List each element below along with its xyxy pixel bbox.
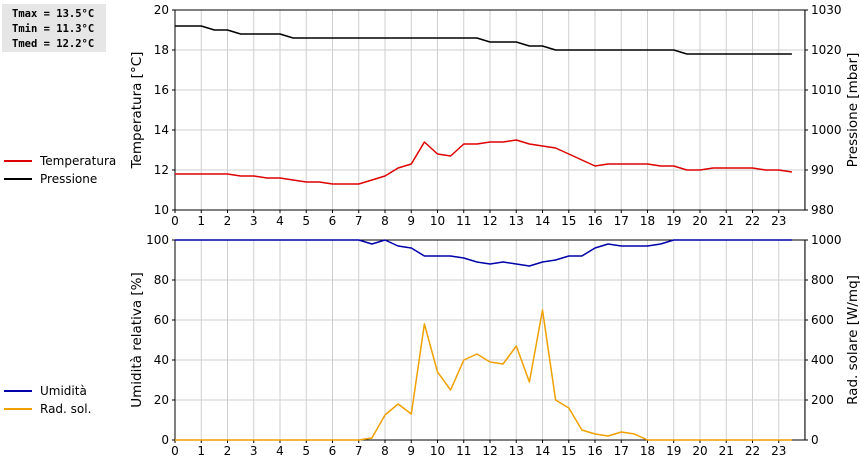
- stat-tmed: Tmed = 12.2°C: [12, 38, 95, 50]
- panel2-x-tick-label: 6: [329, 444, 337, 458]
- legend-swatch-pressione: [4, 178, 32, 180]
- panel2-x-tick-label: 18: [640, 444, 655, 458]
- panel2-x-tick-label: 12: [482, 444, 497, 458]
- panel2-x-tick-label: 2: [224, 444, 232, 458]
- panel1-x-tick-label: 23: [771, 214, 786, 228]
- panel1-y2-axis-title: Pressione [mbar]: [845, 53, 860, 168]
- panel2-x-tick-label: 11: [456, 444, 471, 458]
- panel2-x-tick-label: 23: [771, 444, 786, 458]
- panel1-x-tick-label: 5: [302, 214, 310, 228]
- panel1-x-tick-label: 10: [430, 214, 445, 228]
- legend-swatch-umidita: [4, 390, 32, 392]
- panel1-x-tick-label: 4: [276, 214, 284, 228]
- panel2-y-tick-label: 60: [154, 313, 169, 327]
- panel2-x-tick-label: 13: [509, 444, 524, 458]
- panel1-x-tick-label: 2: [224, 214, 232, 228]
- panel1-x-tick-label: 17: [614, 214, 629, 228]
- panel2-x-tick-label: 4: [276, 444, 284, 458]
- panel1-x-tick-label: 14: [535, 214, 550, 228]
- panel2-x-tick-label: 22: [745, 444, 760, 458]
- panel2-y-axis-title: Umidità relativa [%]: [129, 272, 145, 408]
- legend-label-pressione: Pressione: [40, 172, 98, 186]
- panel1-series-pressione: [175, 25, 792, 55]
- panel2-x-tick-label: 3: [250, 444, 258, 458]
- panel2-y-tick-label: 80: [154, 273, 169, 287]
- panel2-series-rad-sol: [175, 309, 792, 441]
- panel1-y-tick-label: 12: [154, 163, 169, 177]
- panel2-x-tick-label: 5: [302, 444, 310, 458]
- panel1-x-tick-label: 15: [561, 214, 576, 228]
- legend-label-umidita: Umidità: [40, 384, 87, 398]
- panel1-y2-tick-label: 1020: [811, 43, 842, 57]
- panel1-y-axis-title: Temperatura [°C]: [129, 52, 145, 170]
- panel2-x-tick-label: 16: [587, 444, 602, 458]
- panel1-x-tick-label: 0: [171, 214, 179, 228]
- panel1-x-tick-label: 22: [745, 214, 760, 228]
- panel2-y-tick-label: 0: [161, 433, 169, 447]
- panel1-x-tick-label: 16: [587, 214, 602, 228]
- panel1-y2-tick-label: 1000: [811, 123, 842, 137]
- panel2-x-tick-label: 1: [197, 444, 205, 458]
- panel1-y2-tick-label: 980: [811, 203, 834, 217]
- legend-humidity-radiation-used: Umidità Rad. sol.: [4, 382, 91, 418]
- panel2-x-tick-label: 15: [561, 444, 576, 458]
- panel2-y-tick-label: 40: [154, 353, 169, 367]
- panel2-y2-tick-label: 200: [811, 393, 834, 407]
- panel2-y-tick-label: 20: [154, 393, 169, 407]
- panel1-y2-tick-label: 990: [811, 163, 834, 177]
- panel1-x-tick-label: 1: [197, 214, 205, 228]
- panel2-y2-tick-label: 400: [811, 353, 834, 367]
- panel2-y2-tick-label: 1000: [811, 233, 842, 247]
- panel1-y-tick-label: 14: [154, 123, 169, 137]
- panel1-series-temperatura: [175, 139, 793, 185]
- panel1-x-tick-label: 6: [329, 214, 337, 228]
- panel1-x-tick-label: 9: [407, 214, 415, 228]
- panel1-x-tick-label: 7: [355, 214, 363, 228]
- panel2-series-umidit: [175, 239, 792, 267]
- panel1-y-tick-label: 18: [154, 43, 169, 57]
- legend-top: Temperatura Pressione: [4, 152, 116, 188]
- panel1-y2-tick-label: 1030: [811, 3, 842, 17]
- panel1-x-tick-label: 21: [719, 214, 734, 228]
- panel2-x-tick-label: 10: [430, 444, 445, 458]
- panel1-x-tick-label: 18: [640, 214, 655, 228]
- panel2-y2-tick-label: 0: [811, 433, 819, 447]
- legend-item-pressione: Pressione: [4, 170, 116, 188]
- legend-item-umidita: Umidità: [4, 382, 91, 400]
- panel1-y-tick-label: 20: [154, 3, 169, 17]
- panel1-y-tick-label: 10: [154, 203, 169, 217]
- panel2-y-tick-label: 100: [146, 233, 169, 247]
- panel2-x-tick-label: 0: [171, 444, 179, 458]
- panel2-y2-tick-label: 600: [811, 313, 834, 327]
- panel2-x-tick-label: 21: [719, 444, 734, 458]
- panel1-x-tick-label: 3: [250, 214, 258, 228]
- panel1-x-tick-label: 12: [482, 214, 497, 228]
- legend-label-rad-sol: Rad. sol.: [40, 402, 92, 416]
- panel2-x-tick-label: 7: [355, 444, 363, 458]
- panel2-x-tick-label: 17: [614, 444, 629, 458]
- panel2-x-tick-label: 20: [692, 444, 707, 458]
- panel1-y-tick-label: 16: [154, 83, 169, 97]
- panel1-x-tick-label: 8: [381, 214, 389, 228]
- panel1-x-tick-label: 13: [509, 214, 524, 228]
- panel1-x-tick-label: 20: [692, 214, 707, 228]
- legend-item-rad-sol: Rad. sol.: [4, 400, 91, 418]
- legend-swatch-temperatura: [4, 160, 32, 162]
- legend-label-temperatura: Temperatura: [40, 154, 117, 168]
- panel2-y2-axis-title: Rad. solare [W/mq]: [845, 275, 860, 405]
- stat-tmin: Tmin = 11.3°C: [12, 23, 95, 35]
- panel2-x-tick-label: 9: [407, 444, 415, 458]
- panel1-x-tick-label: 19: [666, 214, 681, 228]
- panel1-x-tick-label: 11: [456, 214, 471, 228]
- stats-box: Tmax = 13.5°C Tmin = 11.3°C Tmed = 12.2°…: [2, 4, 106, 52]
- panel2-x-tick-label: 19: [666, 444, 681, 458]
- panel2-y2-tick-label: 800: [811, 273, 834, 287]
- legend-swatch-rad-sol: [4, 408, 32, 410]
- stat-tmax: Tmax = 13.5°C: [12, 8, 95, 20]
- panel1-y2-tick-label: 1010: [811, 83, 842, 97]
- legend-item-temperatura: Temperatura: [4, 152, 116, 170]
- panel2-x-tick-label: 14: [535, 444, 550, 458]
- panel2-x-tick-label: 8: [381, 444, 389, 458]
